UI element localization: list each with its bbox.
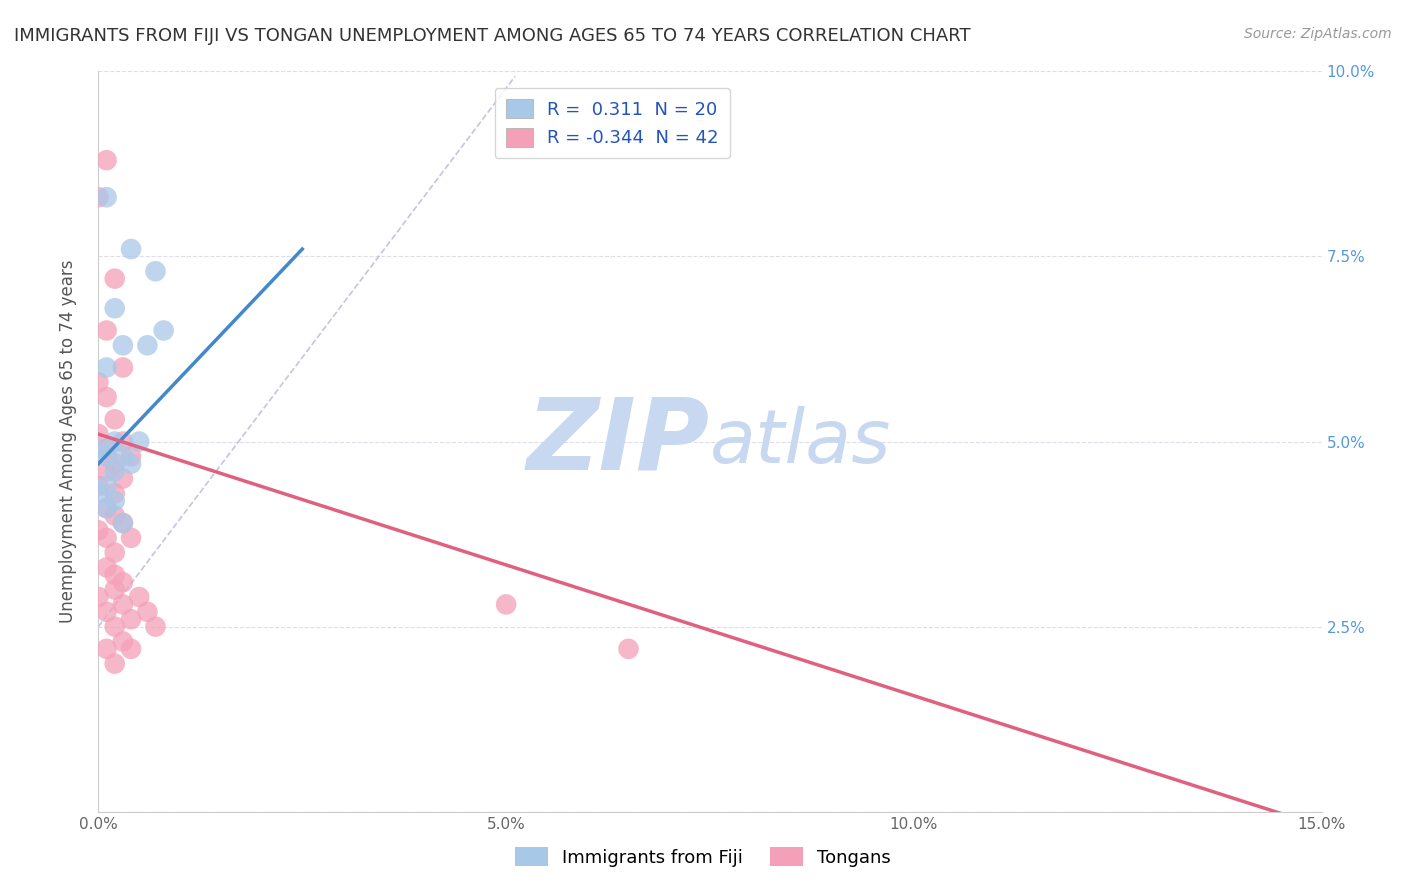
Text: IMMIGRANTS FROM FIJI VS TONGAN UNEMPLOYMENT AMONG AGES 65 TO 74 YEARS CORRELATIO: IMMIGRANTS FROM FIJI VS TONGAN UNEMPLOYM… — [14, 27, 970, 45]
Point — [96, 501, 118, 516]
Point — [128, 590, 150, 604]
Point — [104, 412, 127, 426]
Point — [87, 479, 110, 493]
Point — [104, 567, 127, 582]
Point — [104, 545, 127, 560]
Point — [104, 508, 127, 523]
Point — [120, 641, 142, 656]
Point — [111, 472, 134, 486]
Point — [96, 390, 118, 404]
Point — [104, 434, 127, 449]
Point — [104, 457, 127, 471]
Point — [104, 486, 127, 500]
Point — [104, 619, 127, 633]
Point — [120, 242, 142, 256]
Point — [96, 641, 118, 656]
Text: atlas: atlas — [710, 406, 891, 477]
Point — [120, 531, 142, 545]
Point — [96, 190, 118, 204]
Point — [87, 590, 110, 604]
Point — [96, 605, 118, 619]
Point — [104, 464, 127, 478]
Point — [145, 619, 167, 633]
Point — [111, 575, 134, 590]
Point — [104, 271, 127, 285]
Y-axis label: Unemployment Among Ages 65 to 74 years: Unemployment Among Ages 65 to 74 years — [59, 260, 77, 624]
Point — [87, 190, 110, 204]
Point — [87, 427, 110, 442]
Point — [152, 324, 174, 338]
Text: Source: ZipAtlas.com: Source: ZipAtlas.com — [1244, 27, 1392, 41]
Point — [96, 531, 118, 545]
Point — [111, 598, 134, 612]
Point — [111, 360, 134, 375]
Point — [96, 501, 118, 516]
Text: ZIP: ZIP — [527, 393, 710, 490]
Point — [111, 434, 134, 449]
Point — [120, 450, 142, 464]
Point — [87, 442, 110, 456]
Point — [104, 582, 127, 597]
Point — [104, 493, 127, 508]
Point — [111, 450, 134, 464]
Point — [96, 324, 118, 338]
Point — [111, 516, 134, 530]
Point — [136, 605, 159, 619]
Point — [96, 360, 118, 375]
Point — [617, 641, 640, 656]
Point — [111, 338, 134, 352]
Point — [145, 264, 167, 278]
Point — [96, 464, 118, 478]
Point — [87, 486, 110, 500]
Legend: Immigrants from Fiji, Tongans: Immigrants from Fiji, Tongans — [508, 840, 898, 874]
Point — [120, 457, 142, 471]
Point — [128, 434, 150, 449]
Point — [104, 657, 127, 671]
Point — [87, 524, 110, 538]
Point — [111, 634, 134, 648]
Point — [120, 612, 142, 626]
Point — [96, 479, 118, 493]
Point — [96, 450, 118, 464]
Point — [104, 301, 127, 316]
Point — [96, 153, 118, 168]
Point — [495, 598, 517, 612]
Point — [96, 442, 118, 456]
Point — [87, 376, 110, 390]
Point — [136, 338, 159, 352]
Legend: R =  0.311  N = 20, R = -0.344  N = 42: R = 0.311 N = 20, R = -0.344 N = 42 — [495, 87, 730, 158]
Point — [96, 560, 118, 574]
Point — [111, 516, 134, 530]
